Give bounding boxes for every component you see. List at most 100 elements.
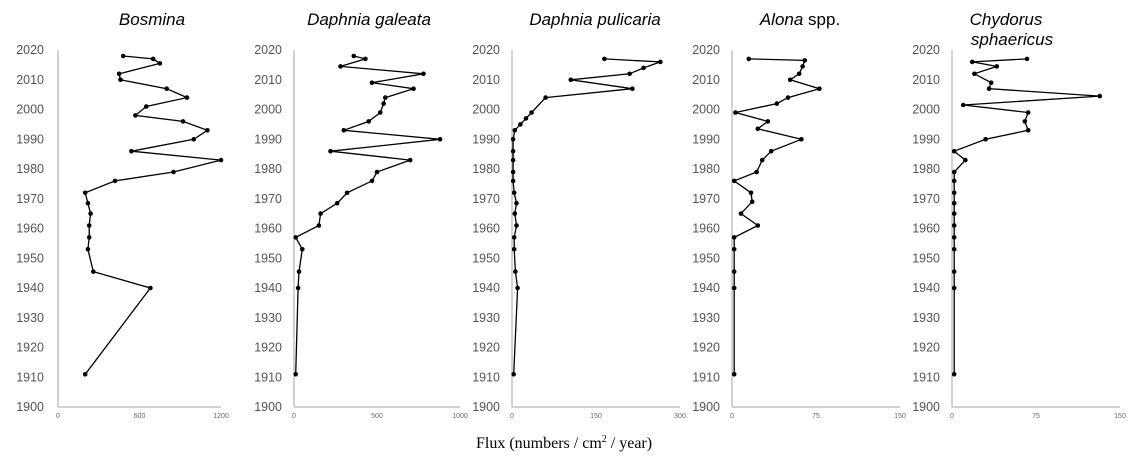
y-tick-label: 1920: [912, 341, 940, 355]
y-tick-label: 1950: [912, 251, 940, 265]
data-point: [366, 119, 372, 124]
y-tick-label: 2020: [472, 43, 500, 57]
data-point: [658, 59, 663, 65]
y-tick-label: 2020: [692, 43, 720, 57]
y-tick-label: 2000: [912, 103, 940, 117]
data-point: [129, 148, 134, 154]
data-point: [512, 211, 518, 216]
data-point: [369, 178, 375, 184]
y-tick-label: 1940: [472, 281, 500, 295]
y-tick-label: 1940: [692, 281, 720, 295]
panel-title: Chydorus: [970, 10, 1043, 29]
data-point: [749, 199, 755, 204]
data-point: [513, 269, 518, 274]
data-point: [511, 247, 517, 252]
data-point: [951, 178, 957, 184]
y-tick-label: 1950: [254, 251, 282, 265]
data-point: [369, 80, 375, 85]
x-tick-label: 300: [674, 413, 686, 420]
y-tick-label: 1980: [16, 162, 44, 176]
x-tick-label: 0: [292, 413, 296, 420]
series-line: [512, 58, 661, 375]
y-tick-label: 2010: [16, 73, 44, 87]
y-tick-label: 1930: [254, 311, 282, 325]
data-point: [205, 128, 210, 133]
data-point: [421, 71, 426, 77]
y-tick-label: 1960: [912, 222, 940, 236]
x-axis-label: Flux (numbers / cm2 / year): [476, 434, 652, 452]
data-point: [191, 137, 197, 142]
data-point: [627, 71, 632, 77]
y-tick-label: 1990: [472, 132, 500, 146]
data-point: [951, 285, 957, 291]
data-point: [293, 235, 299, 240]
y-tick-label: 1970: [254, 192, 282, 206]
series-line: [952, 58, 1100, 375]
y-tick-label: 1930: [912, 311, 940, 325]
data-point: [1022, 119, 1028, 124]
series-line: [732, 58, 822, 375]
y-tick-label: 1900: [912, 400, 940, 414]
data-point: [731, 372, 737, 377]
data-point: [731, 247, 737, 252]
data-point: [341, 128, 347, 133]
panel-title-italic: Bosmina: [119, 10, 185, 29]
y-tick-label: 1940: [254, 281, 282, 295]
data-point: [381, 101, 386, 106]
x-tick-label: 0: [510, 413, 514, 420]
data-point: [133, 113, 138, 118]
panel-title-plain: spp.: [803, 10, 840, 29]
y-tick-label: 1900: [16, 400, 44, 414]
y-tick-label: 1910: [16, 370, 44, 384]
data-point: [951, 223, 957, 228]
data-point: [363, 56, 368, 62]
data-point: [963, 157, 968, 163]
panel-title: Daphnia pulicaria: [529, 10, 660, 29]
data-point: [85, 247, 91, 252]
y-tick-label: 2010: [912, 73, 940, 87]
series-line: [84, 55, 222, 375]
panel-1: Bosmina 1900 1910 1920 1930 1940 1950 1960 1970 1…: [16, 10, 229, 420]
data-point: [407, 157, 413, 163]
data-point: [746, 56, 752, 62]
data-point: [602, 56, 607, 62]
data-point: [85, 200, 91, 206]
data-point: [641, 65, 646, 71]
data-point: [951, 169, 957, 175]
data-point: [510, 137, 516, 142]
data-point: [510, 148, 516, 154]
y-tick-label: 1940: [16, 281, 44, 295]
data-point: [733, 110, 738, 115]
data-point: [383, 95, 388, 100]
data-point: [91, 269, 96, 274]
y-tick-label: 1980: [254, 162, 282, 176]
data-point: [755, 126, 761, 132]
data-point: [164, 86, 169, 91]
y-tick-label: 1950: [472, 251, 500, 265]
data-point: [951, 235, 957, 240]
x-tick-label: 500: [371, 413, 383, 420]
y-tick-label: 1990: [16, 132, 44, 146]
panel-title-italic: Daphnia galeata: [307, 10, 431, 29]
data-point: [411, 86, 416, 91]
data-point: [972, 71, 977, 77]
data-point: [296, 269, 302, 274]
panel-4: Alona spp. 1900 1910 1920 1930 1940 1950 1960 19…: [692, 10, 906, 420]
data-point: [118, 77, 123, 83]
data-point: [511, 190, 517, 196]
data-point: [334, 200, 340, 206]
panel-title: Alona spp.: [759, 10, 840, 29]
y-tick-label: 1920: [692, 341, 720, 355]
data-point: [529, 110, 534, 115]
data-point: [951, 211, 957, 216]
panel-title-italic: Alona: [759, 10, 803, 29]
data-point: [82, 372, 88, 377]
data-point: [510, 178, 516, 184]
data-point: [731, 285, 737, 291]
data-point: [765, 119, 771, 124]
y-tick-label: 1900: [692, 400, 720, 414]
data-point: [171, 169, 176, 175]
data-point: [568, 77, 574, 83]
panel-2: Daphnia galeata 1900 1910 1920 1930 1940 1950 1…: [254, 10, 468, 420]
y-tick-label: 2020: [912, 43, 940, 57]
